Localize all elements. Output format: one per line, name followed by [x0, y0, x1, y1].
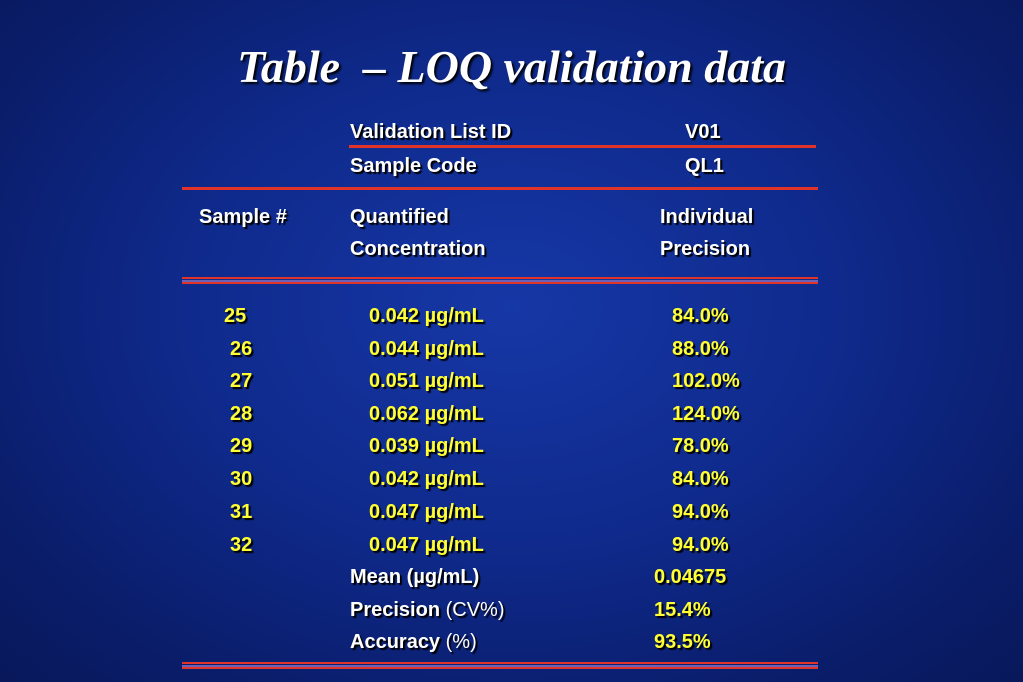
validation-list-value: V01	[685, 121, 721, 143]
concentration-value: 0.051 µg/mL	[369, 370, 484, 392]
precision-summary-value: 15.4%	[654, 599, 711, 621]
sample-number: 32	[230, 534, 253, 556]
precision-value: 84.0%	[672, 305, 729, 327]
page-title: Table – LOQ validation data	[236, 41, 786, 92]
header-double-rule-middle	[182, 280, 818, 282]
header-double-rule-top	[182, 277, 818, 279]
precision-value: 102.0%	[672, 370, 740, 392]
precision-summary-unit: (CV%)	[445, 599, 505, 621]
accuracy-word: Accuracy	[350, 631, 441, 653]
meta-divider	[349, 145, 816, 148]
concentration-value: 0.042 µg/mL	[369, 305, 484, 327]
footer-double-rule-top	[182, 662, 818, 664]
concentration-value: 0.062 µg/mL	[369, 403, 484, 425]
mean-label: Mean (µg/mL)	[350, 566, 480, 588]
mean-value: 0.04675	[654, 566, 727, 588]
header-sample: Sample #	[199, 206, 287, 228]
sample-number: 25	[224, 305, 247, 327]
precision-value: 78.0%	[672, 435, 729, 457]
precision-summary-label: Precision (CV%)	[350, 598, 505, 622]
precision-value: 88.0%	[672, 338, 729, 360]
precision-value: 84.0%	[672, 468, 729, 490]
concentration-value: 0.042 µg/mL	[369, 468, 484, 490]
header-individual: Individual	[660, 206, 754, 228]
concentration-value: 0.044 µg/mL	[369, 338, 484, 360]
validation-list-label: Validation List ID	[350, 121, 512, 143]
precision-value: 124.0%	[672, 403, 740, 425]
sample-number: 28	[230, 403, 253, 425]
concentration-value: 0.047 µg/mL	[369, 534, 484, 556]
precision-value: 94.0%	[672, 534, 729, 556]
accuracy-label: Accuracy (%)	[350, 630, 477, 654]
footer-double-rule-bottom	[182, 667, 818, 669]
header-top-rule	[182, 187, 818, 190]
footer-double-rule-middle	[182, 665, 818, 667]
header-concentration: Concentration	[350, 238, 486, 260]
sample-code-value: QL1	[685, 155, 724, 177]
header-precision: Precision	[660, 238, 751, 260]
concentration-value: 0.047 µg/mL	[369, 501, 484, 523]
sample-number: 30	[230, 468, 253, 490]
precision-summary-word: Precision	[350, 599, 441, 621]
sample-number: 29	[230, 435, 253, 457]
sample-code-label: Sample Code	[350, 155, 477, 177]
sample-number: 26	[230, 338, 253, 360]
accuracy-unit: (%)	[445, 631, 477, 653]
sample-number: 27	[230, 370, 253, 392]
sample-number: 31	[230, 501, 253, 523]
header-quantified: Quantified	[350, 206, 449, 228]
header-double-rule-bottom	[182, 282, 818, 284]
accuracy-value: 93.5%	[654, 631, 711, 653]
precision-value: 94.0%	[672, 501, 729, 523]
concentration-value: 0.039 µg/mL	[369, 435, 484, 457]
